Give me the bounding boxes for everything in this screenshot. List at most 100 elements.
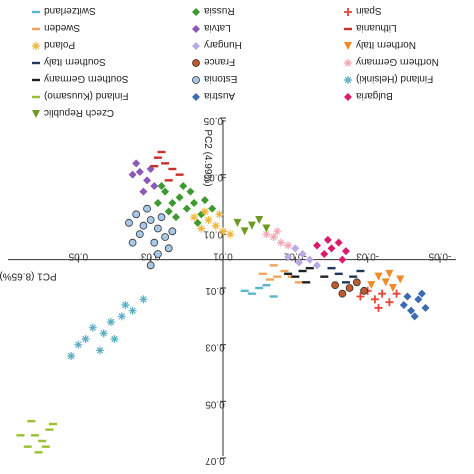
legend-marker bbox=[192, 59, 200, 67]
legend-item: Southern Germany bbox=[32, 73, 129, 84]
legend-item: Bulgaria bbox=[344, 90, 393, 101]
data-point bbox=[208, 204, 217, 213]
legend-item: Spain bbox=[344, 5, 382, 16]
legend-item: Poland bbox=[32, 39, 75, 50]
data-point bbox=[381, 278, 390, 287]
data-point bbox=[132, 159, 141, 168]
data-point bbox=[320, 275, 329, 278]
legend-marker bbox=[32, 78, 40, 82]
data-point bbox=[258, 272, 267, 276]
legend-marker bbox=[32, 27, 40, 31]
x-tick-label: -0.05 bbox=[428, 251, 451, 262]
data-point bbox=[219, 227, 227, 236]
data-point bbox=[399, 301, 408, 309]
data-point bbox=[164, 244, 173, 253]
legend-marker bbox=[344, 59, 352, 67]
data-point bbox=[374, 272, 383, 281]
legend-label: Czech Republic bbox=[44, 107, 114, 118]
data-point bbox=[313, 241, 322, 250]
y-tick-label: -0.05 bbox=[203, 115, 226, 126]
legend-marker bbox=[344, 27, 352, 31]
data-point bbox=[305, 255, 314, 264]
data-point bbox=[356, 292, 365, 301]
y-axis-label: PC2 (4.99%) bbox=[202, 129, 213, 186]
data-point bbox=[233, 218, 242, 227]
data-point bbox=[240, 289, 249, 293]
legend-item: Northern Italy bbox=[344, 39, 416, 50]
data-point bbox=[96, 346, 105, 355]
legend-marker bbox=[344, 8, 352, 16]
data-point bbox=[226, 230, 235, 239]
data-point bbox=[186, 187, 195, 196]
legend-item: Sweden bbox=[32, 22, 80, 33]
data-point bbox=[143, 204, 151, 213]
legend-item: Hungary bbox=[192, 39, 242, 50]
data-point bbox=[327, 266, 336, 270]
x-axis-label: PC1 (8.65%) bbox=[0, 271, 57, 282]
data-point bbox=[421, 303, 430, 312]
data-point bbox=[291, 244, 300, 253]
data-point bbox=[262, 224, 271, 233]
data-point bbox=[143, 176, 152, 185]
data-point bbox=[200, 196, 209, 205]
legend-label: Bulgaria bbox=[356, 90, 393, 101]
data-point bbox=[168, 167, 177, 171]
series-southern-germany bbox=[284, 266, 329, 284]
data-point bbox=[284, 252, 293, 261]
data-point bbox=[164, 207, 173, 216]
x-tick-label: 0.01 bbox=[213, 251, 233, 262]
data-point bbox=[341, 281, 350, 284]
legend-marker bbox=[32, 61, 40, 65]
data-point bbox=[200, 207, 209, 216]
data-point bbox=[179, 182, 188, 190]
data-point bbox=[247, 221, 256, 230]
data-point bbox=[320, 250, 329, 258]
data-point bbox=[407, 306, 416, 315]
data-point bbox=[388, 284, 397, 292]
data-point bbox=[298, 269, 307, 273]
data-point bbox=[294, 281, 303, 284]
legend-item: France bbox=[192, 56, 235, 67]
legend-marker bbox=[32, 42, 40, 50]
series-switzerland bbox=[240, 283, 278, 298]
data-point bbox=[392, 289, 401, 298]
data-point bbox=[45, 428, 54, 431]
data-point bbox=[132, 210, 141, 219]
data-point bbox=[182, 204, 191, 213]
data-point bbox=[240, 227, 249, 236]
data-point bbox=[146, 261, 155, 270]
series-france bbox=[331, 278, 368, 298]
data-point bbox=[88, 323, 97, 332]
data-point bbox=[164, 179, 173, 182]
data-point bbox=[269, 233, 278, 241]
data-point bbox=[338, 255, 347, 264]
data-point bbox=[153, 156, 162, 159]
data-point bbox=[341, 247, 350, 256]
data-point bbox=[313, 261, 322, 270]
data-point bbox=[117, 312, 126, 321]
data-point bbox=[291, 275, 300, 278]
legend-label: Spain bbox=[356, 5, 382, 16]
data-point bbox=[356, 269, 365, 273]
legend-item: Switzerland bbox=[32, 5, 96, 16]
data-point bbox=[255, 286, 264, 290]
y-tick-label: 0.01 bbox=[205, 285, 225, 296]
data-point bbox=[168, 227, 177, 236]
data-point bbox=[255, 216, 264, 224]
data-point bbox=[262, 230, 271, 239]
legend-item: Estonia bbox=[192, 73, 237, 84]
series-czech-republic bbox=[233, 216, 271, 236]
data-point bbox=[157, 182, 166, 190]
legend-item: Finland (Helsinki) bbox=[344, 73, 433, 84]
legend-item: Lithuania bbox=[344, 22, 397, 33]
series-russia bbox=[153, 182, 217, 227]
y-tick-label: 0.05 bbox=[205, 398, 225, 409]
data-point bbox=[266, 278, 275, 281]
legend-marker bbox=[192, 42, 200, 50]
series-poland bbox=[190, 207, 235, 239]
legend-item: Northern Germany bbox=[344, 56, 439, 67]
legend-marker bbox=[32, 95, 40, 99]
legend-label: Finland (Helsinki) bbox=[356, 73, 433, 84]
legend-label: Lithuania bbox=[356, 22, 397, 33]
legend-label: Hungary bbox=[204, 39, 242, 50]
